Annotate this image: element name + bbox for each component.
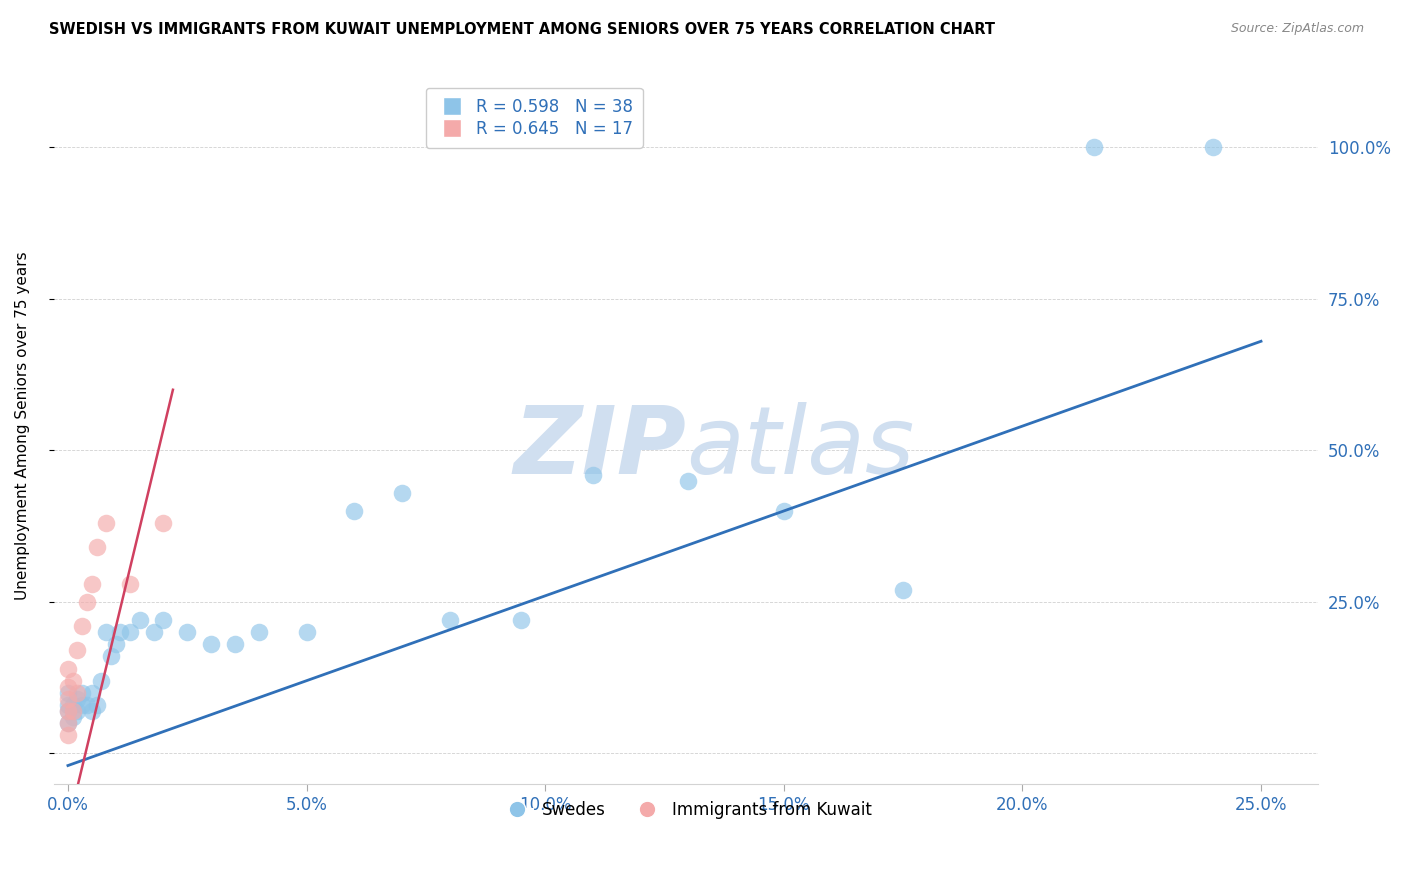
Text: atlas: atlas — [686, 402, 914, 493]
Point — [86, 698, 108, 712]
Point — [56, 704, 79, 718]
Point — [343, 504, 366, 518]
Point — [76, 595, 98, 609]
Point — [66, 643, 89, 657]
Point — [62, 673, 84, 688]
Point — [391, 485, 413, 500]
Point — [247, 625, 270, 640]
Point — [1083, 140, 1105, 154]
Point — [152, 516, 174, 530]
Point — [439, 613, 461, 627]
Point — [118, 625, 141, 640]
Point — [582, 467, 605, 482]
Point — [94, 625, 117, 640]
Point — [510, 613, 533, 627]
Text: ZIP: ZIP — [513, 401, 686, 493]
Point — [76, 698, 98, 712]
Text: SWEDISH VS IMMIGRANTS FROM KUWAIT UNEMPLOYMENT AMONG SENIORS OVER 75 YEARS CORRE: SWEDISH VS IMMIGRANTS FROM KUWAIT UNEMPL… — [49, 22, 995, 37]
Point — [80, 704, 103, 718]
Legend: Swedes, Immigrants from Kuwait: Swedes, Immigrants from Kuwait — [494, 794, 879, 825]
Point — [66, 686, 89, 700]
Y-axis label: Unemployment Among Seniors over 75 years: Unemployment Among Seniors over 75 years — [15, 252, 30, 600]
Point — [200, 637, 222, 651]
Point — [62, 704, 84, 718]
Point — [56, 698, 79, 712]
Point — [772, 504, 794, 518]
Point — [56, 662, 79, 676]
Point — [56, 680, 79, 694]
Point — [56, 691, 79, 706]
Text: Source: ZipAtlas.com: Source: ZipAtlas.com — [1230, 22, 1364, 36]
Point — [100, 649, 122, 664]
Point — [66, 691, 89, 706]
Point — [678, 474, 700, 488]
Point — [62, 698, 84, 712]
Point — [142, 625, 165, 640]
Point — [70, 686, 93, 700]
Point — [110, 625, 132, 640]
Point — [104, 637, 127, 651]
Point — [66, 704, 89, 718]
Point — [152, 613, 174, 627]
Point — [295, 625, 318, 640]
Point — [56, 728, 79, 742]
Point — [86, 541, 108, 555]
Point — [70, 698, 93, 712]
Point — [891, 582, 914, 597]
Point — [224, 637, 246, 651]
Point — [176, 625, 198, 640]
Point — [56, 686, 79, 700]
Point — [1202, 140, 1225, 154]
Point — [56, 716, 79, 731]
Point — [56, 716, 79, 731]
Point — [90, 673, 112, 688]
Point — [80, 686, 103, 700]
Point — [62, 710, 84, 724]
Point — [80, 576, 103, 591]
Point — [56, 704, 79, 718]
Point — [94, 516, 117, 530]
Point — [128, 613, 150, 627]
Point — [118, 576, 141, 591]
Point — [70, 619, 93, 633]
